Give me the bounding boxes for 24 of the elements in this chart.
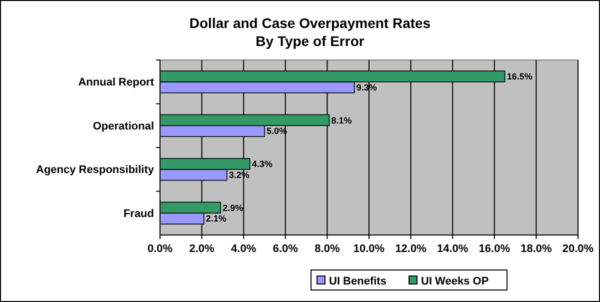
y-tick-label: Agency Responsibility bbox=[36, 164, 155, 176]
chart-title: Dollar and Case Overpayment Rates bbox=[189, 15, 431, 31]
y-tick-label: Operational bbox=[92, 120, 154, 132]
x-tick-label: 14.0% bbox=[437, 243, 468, 255]
x-tick-label: 16.0% bbox=[478, 243, 510, 255]
x-tick-label: 4.0% bbox=[231, 243, 256, 255]
legend-label: UI Benefits bbox=[329, 276, 386, 288]
y-tick-label: Annual Report bbox=[78, 76, 154, 89]
x-tick-label: 18.0% bbox=[520, 243, 552, 255]
data-label: 16.5% bbox=[506, 72, 532, 82]
data-label: 2.9% bbox=[222, 202, 244, 213]
x-tick-label: 0.0% bbox=[147, 243, 173, 255]
x-tick-label: 20.0% bbox=[562, 243, 594, 255]
chart-subtitle: By Type of Error bbox=[256, 33, 365, 49]
data-label: 4.3% bbox=[252, 159, 272, 170]
x-tick-label: 12.0% bbox=[395, 243, 427, 255]
x-tick-label: 2.0% bbox=[189, 243, 215, 255]
x-tick-label: 8.0% bbox=[314, 243, 340, 255]
data-label: 8.1% bbox=[331, 115, 352, 126]
y-tick-label: Fraud bbox=[123, 208, 154, 220]
legend-label: UI Weeks OP bbox=[421, 276, 489, 288]
x-tick-label: 10.0% bbox=[353, 243, 385, 255]
x-tick-label: 6.0% bbox=[272, 243, 298, 255]
data-label: 2.1% bbox=[206, 214, 226, 224]
